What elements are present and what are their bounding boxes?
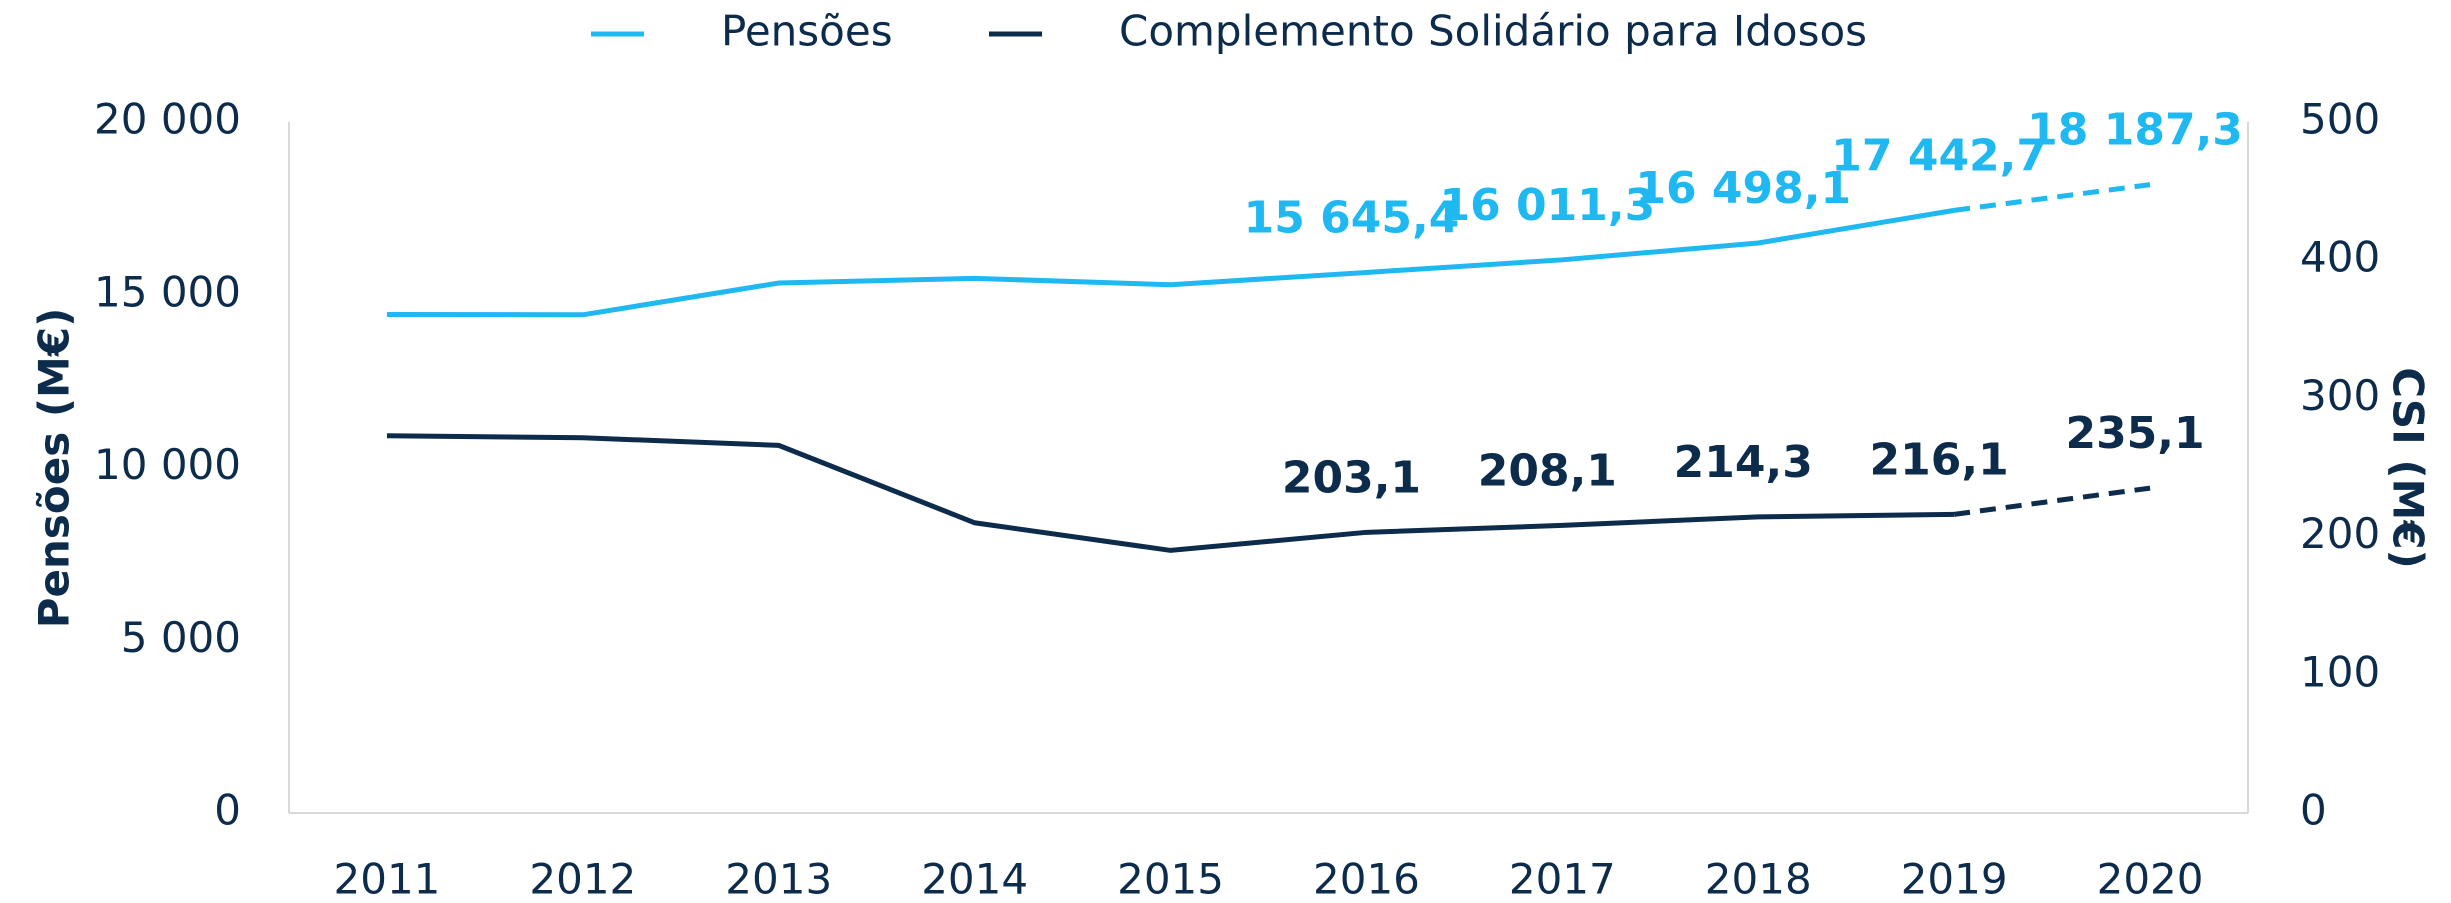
x-tick-label: 2011 bbox=[334, 855, 441, 903]
x-tick-label: 2015 bbox=[1117, 855, 1224, 903]
data-label: 203,1 bbox=[1282, 452, 1421, 503]
x-tick-label: 2017 bbox=[1509, 855, 1616, 903]
data-label: 235,1 bbox=[2065, 408, 2204, 459]
data-label: 15 645,4 bbox=[1244, 192, 1460, 243]
data-label: 208,1 bbox=[1478, 445, 1617, 496]
line-dashed bbox=[1953, 485, 2151, 517]
y2-tick-label: 500 bbox=[2300, 95, 2380, 144]
data-label: 16 498,1 bbox=[1635, 163, 1851, 214]
legend-label: Complemento Solidário para Idosos bbox=[1119, 7, 1867, 56]
y2-axis-label: CSI (M€) bbox=[2384, 367, 2433, 569]
x-tick-label: 2018 bbox=[1705, 855, 1812, 903]
y2-tick-label: 200 bbox=[2300, 509, 2380, 558]
x-tick-label: 2012 bbox=[529, 855, 636, 903]
data-label: 18 187,3 bbox=[2027, 105, 2243, 156]
y2-tick-label: 100 bbox=[2300, 647, 2380, 696]
line-dashed bbox=[1953, 182, 2151, 213]
data-label: 216,1 bbox=[1870, 434, 2009, 485]
x-tick-label: 2013 bbox=[725, 855, 832, 903]
x-tick-label: 2016 bbox=[1313, 855, 1420, 903]
y-tick-label: 5 000 bbox=[121, 613, 241, 662]
y-tick-label: 15 000 bbox=[94, 267, 241, 316]
data-label: 16 011,3 bbox=[1439, 180, 1655, 231]
data-label: 214,3 bbox=[1674, 437, 1813, 488]
y2-tick-label: 300 bbox=[2300, 371, 2380, 420]
line bbox=[386, 207, 1955, 318]
legend-label: Pensões bbox=[721, 7, 893, 56]
y-tick-label: 0 bbox=[214, 786, 241, 835]
x-tick-label: 2014 bbox=[921, 855, 1028, 903]
y2-tick-label: 0 bbox=[2300, 786, 2327, 835]
y-axis-label: Pensões (M€) bbox=[30, 308, 79, 629]
line bbox=[386, 433, 1955, 553]
data-label: 17 442,7 bbox=[1831, 130, 2047, 181]
x-tick-label: 2019 bbox=[1901, 855, 2008, 903]
y2-tick-label: 400 bbox=[2300, 233, 2380, 282]
y-tick-label: 20 000 bbox=[94, 95, 241, 144]
x-tick-label: 2020 bbox=[2097, 855, 2204, 903]
y-tick-label: 10 000 bbox=[94, 440, 241, 489]
